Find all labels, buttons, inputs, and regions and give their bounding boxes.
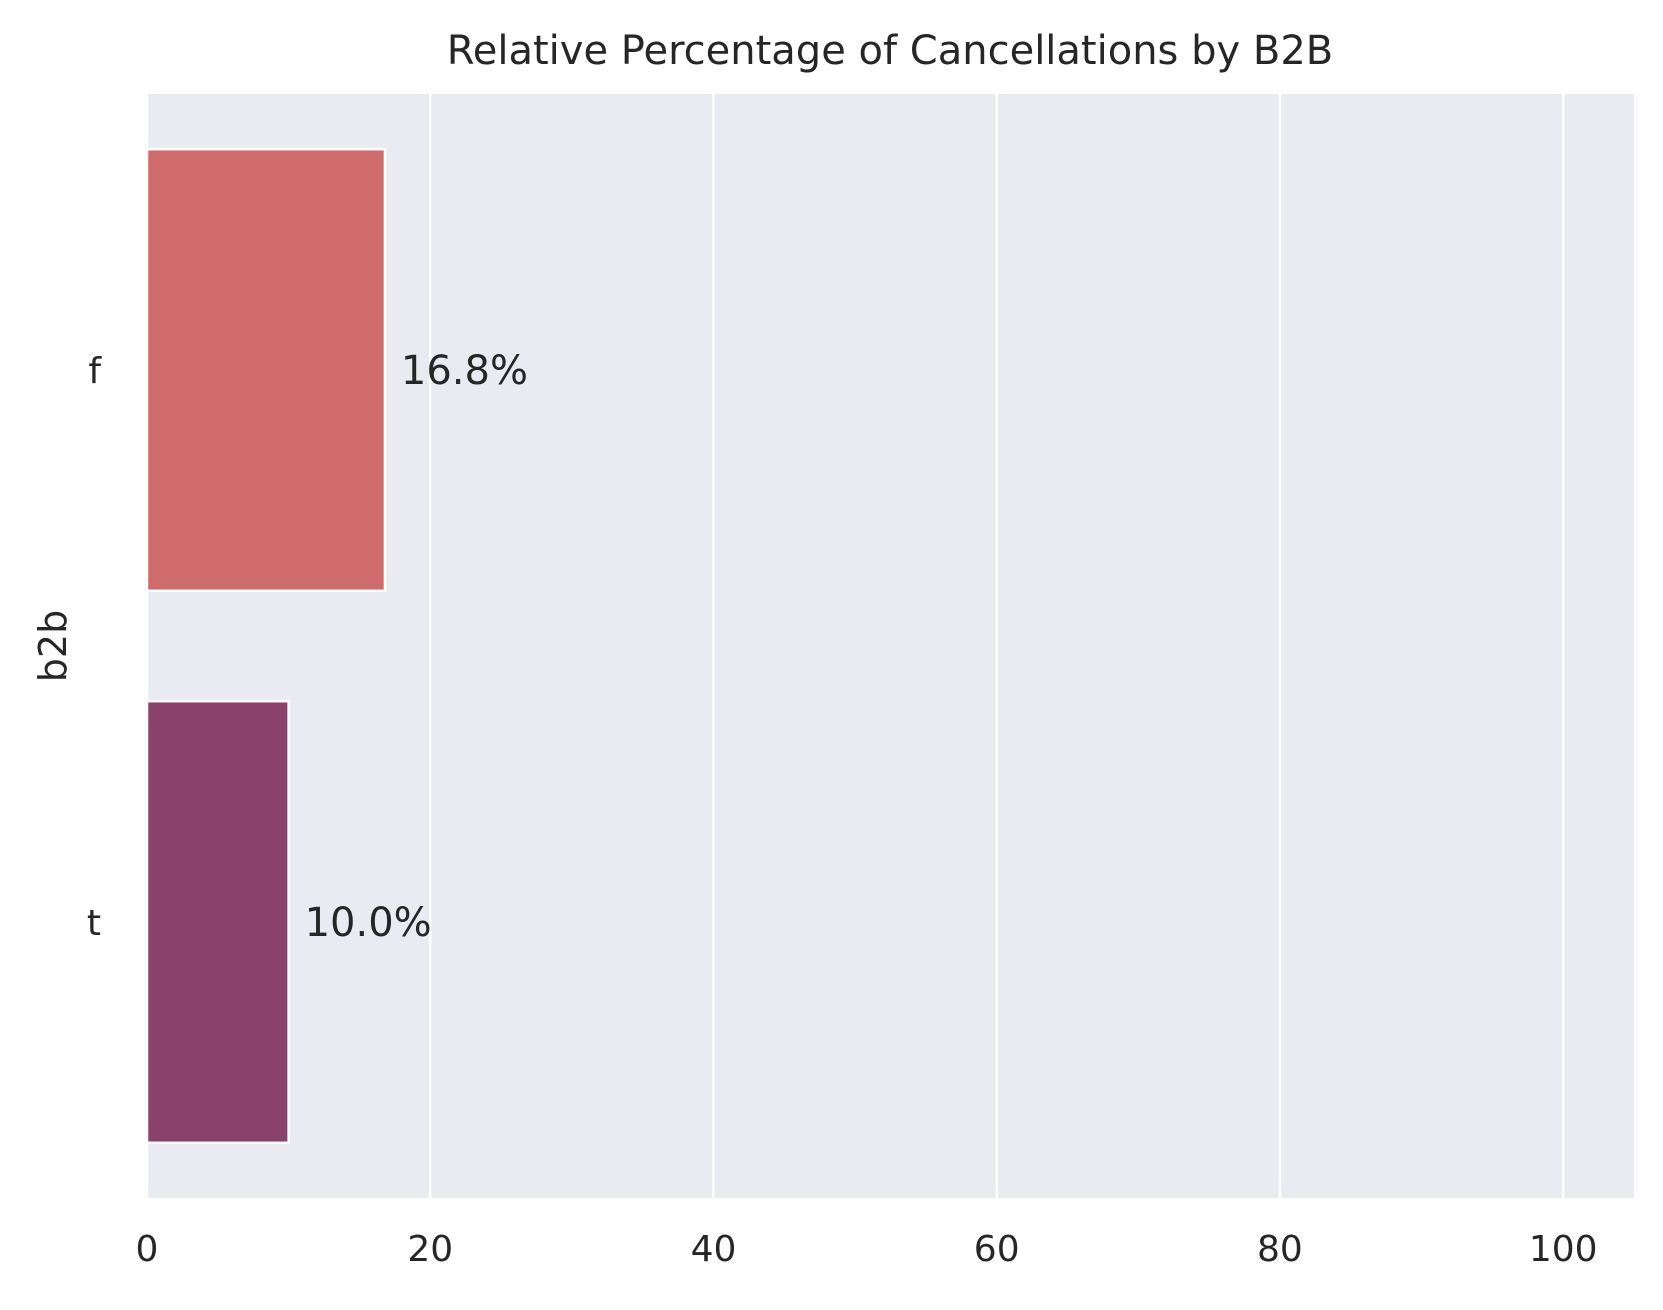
x-tick-label-60: 60 bbox=[974, 1229, 1020, 1270]
x-tick-label-80: 80 bbox=[1257, 1229, 1303, 1270]
x-tick-labels: 0 20 40 60 80 100 bbox=[136, 1229, 1598, 1270]
y-tick-label-f: f bbox=[88, 351, 102, 392]
x-tick-label-40: 40 bbox=[691, 1229, 737, 1270]
x-tick-label-20: 20 bbox=[407, 1229, 453, 1270]
bars bbox=[145, 147, 387, 1145]
plot-background bbox=[147, 94, 1634, 1198]
x-tick-label-0: 0 bbox=[136, 1229, 159, 1270]
bar-f bbox=[145, 147, 387, 593]
y-axis-label: b2b bbox=[31, 610, 75, 682]
data-label-t: 10.0% bbox=[305, 900, 432, 946]
y-tick-label-t: t bbox=[87, 903, 101, 944]
y-tick-labels: ft bbox=[87, 351, 102, 944]
chart-title: Relative Percentage of Cancellations by … bbox=[447, 28, 1333, 74]
bar-t bbox=[145, 699, 290, 1145]
x-tick-label-100: 100 bbox=[1529, 1229, 1598, 1270]
data-label-f: 16.8% bbox=[401, 348, 528, 394]
data-labels: 16.8% 10.0% bbox=[305, 348, 528, 946]
